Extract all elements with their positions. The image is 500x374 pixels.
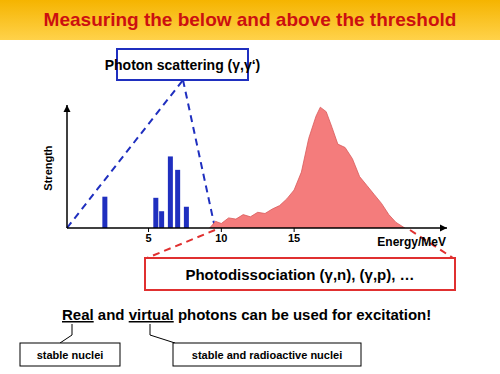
connector (150, 324, 175, 343)
plot-marks (102, 107, 404, 228)
label: stable nuclei (37, 349, 104, 361)
note-part: photons can be used for excitation! (174, 306, 432, 323)
label: stable and radioactive nuclei (192, 349, 342, 361)
connector (60, 324, 72, 343)
bar (159, 211, 164, 228)
box-label: Photodissociation (γ,n), (γ,p), … (185, 266, 414, 283)
bar (153, 198, 158, 228)
arrow (64, 105, 71, 112)
y-axis (66, 105, 68, 228)
y-label: Strength (42, 145, 54, 191)
box (145, 258, 455, 290)
bar (102, 197, 107, 228)
tick-label: 5 (145, 232, 151, 244)
arrow (440, 225, 447, 232)
note-part: Real (62, 306, 94, 323)
tick-label: 10 (215, 232, 227, 244)
bar (184, 207, 189, 228)
tick-label: 15 (288, 232, 300, 244)
bar (168, 156, 173, 228)
title-band (0, 0, 500, 40)
slide: Measuring the below and above the thresh… (0, 0, 500, 374)
box-label: Photon scattering (γ,γ‘) (105, 57, 261, 73)
title: Measuring the below and above the thresh… (44, 9, 457, 30)
zoom-line (147, 230, 215, 258)
note: Real and virtual photons can be used for… (62, 306, 431, 323)
x-axis (67, 227, 447, 229)
x-label: Energy/MeV (377, 235, 446, 249)
area (210, 107, 405, 228)
label-box (173, 343, 361, 366)
note-part: and (94, 306, 129, 323)
note-part: virtual (129, 306, 174, 323)
zoom-line (183, 80, 215, 228)
bar (175, 170, 180, 228)
zoom-line (67, 80, 183, 228)
label-box (20, 343, 120, 366)
